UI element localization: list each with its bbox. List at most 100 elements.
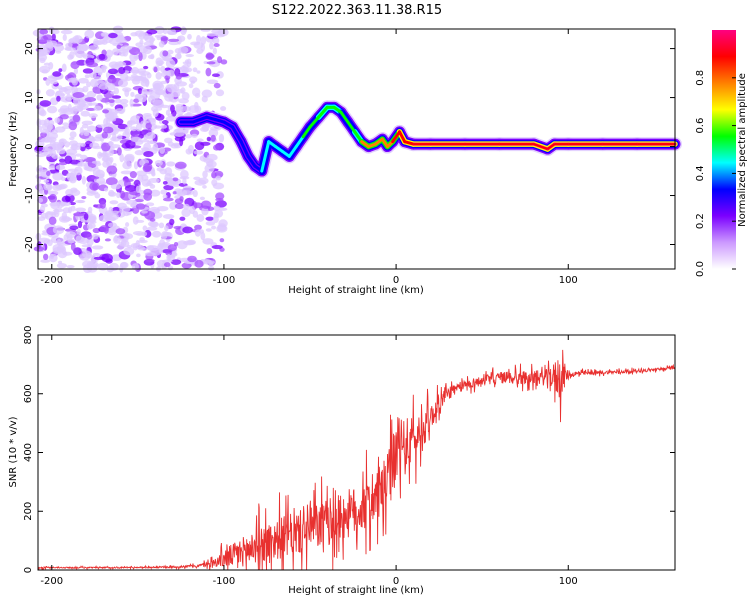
- noise-blob: [125, 222, 130, 227]
- noise-blob: [206, 248, 213, 255]
- noise-blob: [210, 134, 216, 142]
- noise-blob: [211, 73, 220, 78]
- noise-blob: [167, 38, 180, 42]
- noise-blob: [76, 106, 84, 113]
- noise-blob: [97, 72, 103, 76]
- noise-blob: [113, 235, 121, 244]
- noise-blob: [92, 252, 101, 257]
- noise-blob: [178, 46, 189, 54]
- noise-blob: [199, 196, 206, 201]
- noise-blob: [115, 228, 126, 235]
- noise-blob: [66, 264, 75, 269]
- noise-blob: [51, 153, 59, 159]
- noise-blob: [104, 238, 111, 242]
- noise-blob: [67, 54, 74, 60]
- noise-blob: [167, 141, 174, 147]
- noise-blob: [90, 176, 100, 180]
- snr-x-label: Height of straight line (km): [288, 585, 424, 596]
- noise-blob: [75, 153, 82, 157]
- noise-blob: [191, 133, 198, 138]
- noise-blob: [44, 143, 57, 152]
- noise-blob: [108, 140, 113, 147]
- y-tick-label: 0: [24, 143, 35, 149]
- noise-blob: [170, 259, 182, 265]
- noise-blob: [49, 202, 60, 207]
- noise-blob: [129, 47, 141, 56]
- noise-blob: [62, 34, 67, 41]
- noise-blob: [194, 224, 202, 231]
- noise-blob: [213, 144, 220, 151]
- noise-blob: [135, 185, 142, 193]
- noise-blob: [59, 105, 70, 114]
- noise-blob: [121, 143, 131, 149]
- noise-blob: [68, 137, 75, 141]
- noise-blob: [135, 123, 142, 132]
- noise-blob: [182, 185, 192, 192]
- noise-blob: [66, 172, 75, 182]
- noise-blob: [39, 205, 46, 213]
- noise-blob: [37, 39, 48, 45]
- noise-blob: [192, 87, 201, 97]
- noise-blob: [77, 220, 83, 229]
- noise-blob: [82, 250, 92, 258]
- noise-blob: [158, 120, 164, 124]
- noise-blob: [39, 57, 46, 64]
- noise-blob: [211, 225, 217, 230]
- noise-blob: [61, 63, 67, 73]
- noise-blob: [86, 223, 93, 230]
- noise-blob: [162, 214, 175, 219]
- noise-blob: [202, 170, 208, 179]
- noise-blob: [45, 78, 51, 86]
- noise-blob: [138, 70, 151, 76]
- noise-blob: [98, 173, 105, 179]
- noise-blob: [67, 206, 73, 214]
- x-tick-label: 0: [393, 275, 399, 286]
- noise-blob: [36, 177, 41, 184]
- noise-blob: [99, 225, 109, 233]
- noise-blob: [180, 87, 186, 94]
- noise-blob: [212, 47, 218, 55]
- noise-blob: [55, 164, 66, 171]
- colorbar-tick-label: 0.4: [695, 165, 706, 181]
- signal-track-segment: [317, 105, 329, 119]
- noise-blob: [43, 183, 53, 191]
- noise-blob: [175, 73, 182, 80]
- noise-blob: [159, 146, 166, 154]
- noise-blob: [162, 259, 173, 263]
- noise-blob: [41, 123, 54, 131]
- noise-blob: [193, 176, 201, 181]
- noise-blob: [133, 161, 139, 170]
- noise-blob: [175, 105, 183, 112]
- noise-blob: [111, 133, 117, 141]
- noise-blob: [196, 138, 204, 143]
- noise-blob: [141, 88, 148, 97]
- noise-blob: [176, 189, 188, 197]
- noise-blob: [167, 28, 177, 35]
- noise-blob: [123, 247, 135, 256]
- noise-blob: [74, 166, 83, 176]
- x-tick-label: -100: [213, 275, 236, 286]
- noise-blob: [198, 177, 209, 185]
- noise-blob: [155, 71, 162, 80]
- noise-blob: [85, 107, 96, 111]
- noise-blob: [130, 115, 142, 125]
- noise-blob: [145, 132, 156, 140]
- noise-blob: [107, 68, 119, 75]
- noise-blob: [205, 216, 215, 221]
- noise-blob: [136, 170, 148, 177]
- noise-blob: [160, 36, 169, 41]
- noise-blob: [52, 172, 64, 181]
- noise-blob: [48, 61, 54, 70]
- noise-blob: [130, 136, 142, 143]
- noise-blob: [167, 177, 173, 183]
- noise-blob: [57, 249, 68, 259]
- noise-blob: [108, 32, 118, 39]
- noise-blob: [58, 68, 63, 73]
- noise-blob: [58, 161, 68, 166]
- noise-blob: [173, 143, 182, 149]
- noise-blob: [93, 38, 99, 47]
- spectrogram-y-label: Frequency (Hz): [8, 111, 19, 187]
- noise-blob: [108, 191, 117, 197]
- noise-blob: [206, 153, 218, 161]
